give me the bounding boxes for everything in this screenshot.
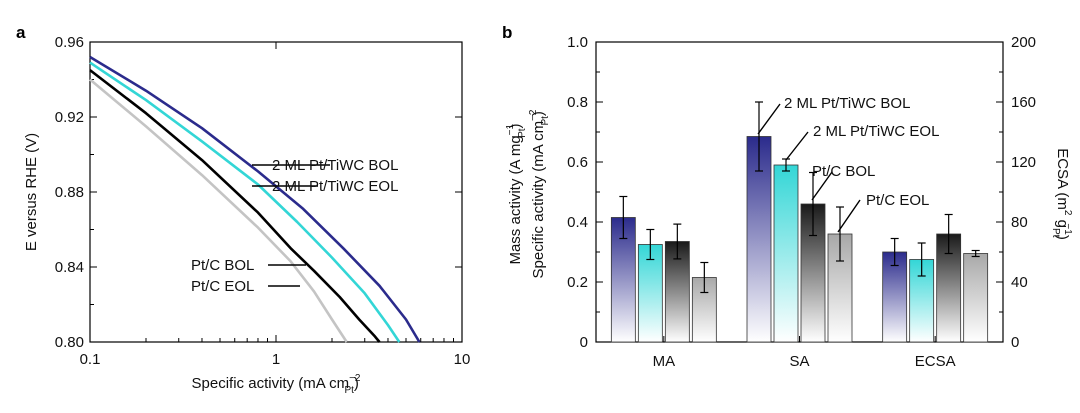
panel-b-annotation: 2 ML Pt/TiWC BOL [784,95,910,112]
panel-b-bar [882,251,908,343]
panel-b-ytick-right-label: 160 [1011,94,1036,111]
panel-a-label: a [16,23,26,42]
panel-a-annotation: 2 ML Pt/TiWC BOL [272,157,398,174]
panel-a-series-line [89,61,401,343]
panel-a-xtick-label: 0.1 [80,351,101,368]
panel-b-ylabel-mass: Mass activity (A mg−1Pt) [505,123,528,264]
panel-a-chart: 0.80 0.84 0.88 0.92 0.96 0.1 1 10 2 ML Pt/TiWC … [23,34,470,396]
panel-b-annotation-leader [757,103,781,135]
panel-b-bar [773,164,799,343]
panel-a-annotation: Pt/C EOL [191,278,254,295]
panel-b-ytick-right-label: 200 [1011,34,1036,51]
panel-a-series-line [89,78,348,343]
panel-b-ylabel-specific: Specific activity (mA cm−2Pt) [528,109,551,278]
panel-b-bar [963,253,989,343]
panel-a-annotation: 2 ML Pt/TiWC EOL [272,178,398,195]
panel-b-annotation-leader [811,171,833,201]
panel-b-annotation: 2 ML Pt/TiWC EOL [813,123,939,140]
panel-b-ylabel-right: ECSA (m2 gPt−1) [1050,148,1073,240]
panel-a-ytick-label: 0.92 [55,109,84,126]
panel-b-xtick-label: MA [653,353,676,370]
panel-b-xtick-label: ECSA [915,353,956,370]
panel-b-annotation-leader [837,199,861,233]
panel-b-annotation-leader [785,131,809,161]
panel-b-ytick-label: 0.8 [567,94,588,111]
panel-a-series-line [89,69,381,343]
panel-b-ytick-label: 0.4 [567,214,588,231]
panel-b-chart: 0 0.2 0.4 0.6 0.8 1.0 0 40 80 120 160 200 MA SA ECSA 2… [505,34,1073,370]
panel-b-annotation: Pt/C EOL [866,192,929,209]
panel-b-ytick-right-label: 0 [1011,334,1019,351]
panel-a-xtick-label: 10 [454,351,471,368]
panel-a-ylabel: E versus RHE (V) [23,133,40,251]
panel-b-xtick-label: SA [789,353,809,370]
panel-a-ytick-label: 0.84 [55,259,84,276]
panel-b-ytick-right-label: 40 [1011,274,1028,291]
panel-b-ytick-label: 1.0 [567,34,588,51]
panel-b-annotation: Pt/C BOL [812,163,875,180]
panel-b-ytick-right-label: 80 [1011,214,1028,231]
panel-a-ytick-label: 0.96 [55,34,84,51]
panel-b-bar [637,244,663,343]
panel-b-ytick-right-label: 120 [1011,154,1036,171]
panel-a-series-line [89,55,421,343]
panel-b-ytick-label: 0 [580,334,588,351]
panel-b-ytick-label: 0.2 [567,274,588,291]
panel-a-ytick-label: 0.88 [55,184,84,201]
panel-a-xlabel: Specific activity (mA cm−2 Pt) [192,373,361,396]
panel-b-label: b [502,23,512,42]
panel-b-ytick-label: 0.6 [567,154,588,171]
panel-a-xtick-label: 1 [272,351,280,368]
panel-a-ytick-label: 0.80 [55,334,84,351]
panel-a-annotation: Pt/C BOL [191,257,254,274]
